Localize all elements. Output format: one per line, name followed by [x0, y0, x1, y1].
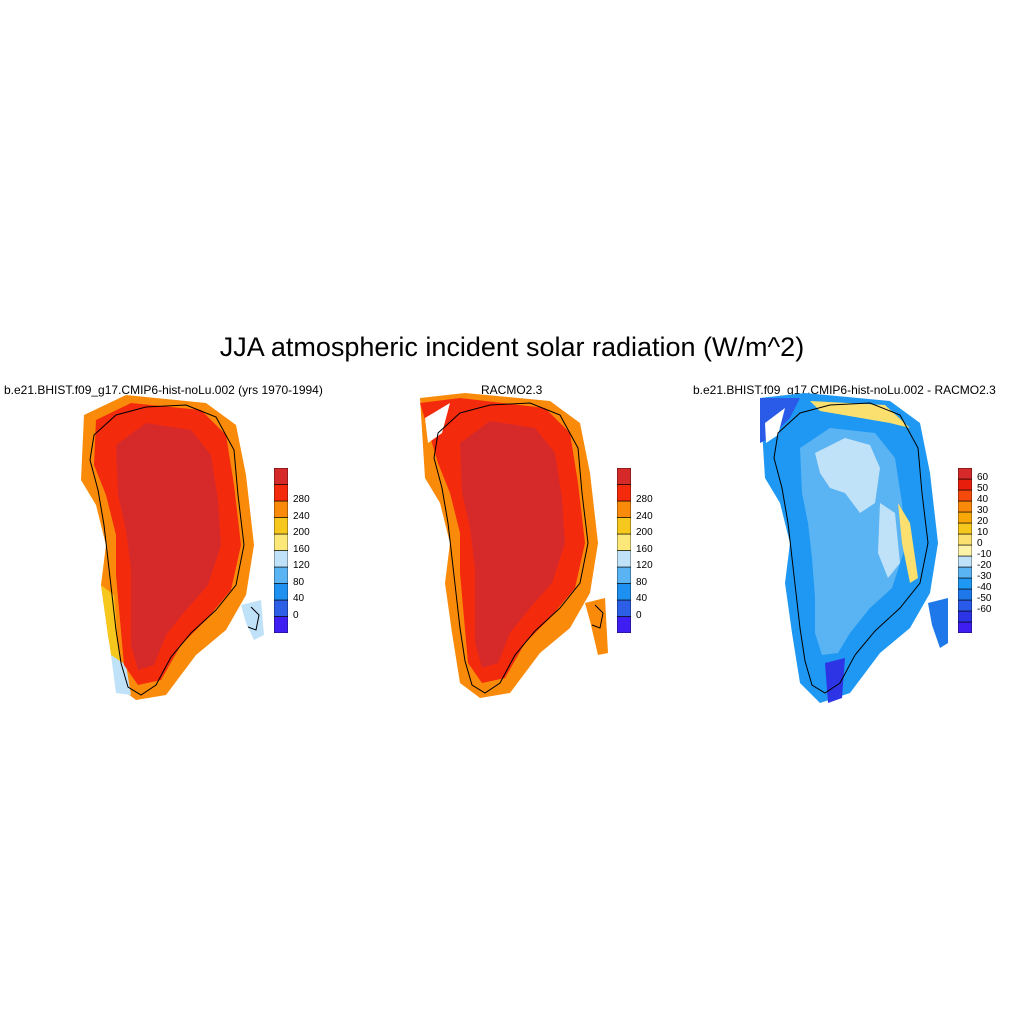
colorbar-swatch	[617, 517, 631, 535]
colorbar-swatch	[958, 566, 972, 579]
colorbar-tick-label: -20	[977, 560, 992, 571]
colorbar-tick-label: 40	[977, 494, 989, 505]
colorbar-tick-label: 50	[977, 483, 989, 494]
colorbar-swatch	[958, 555, 972, 568]
colorbar-swatch	[617, 616, 631, 633]
colorbar-swatch	[958, 577, 972, 590]
colorbar-swatch	[958, 522, 972, 535]
greenland-map-racmo	[420, 393, 608, 698]
colorbar-swatch	[958, 489, 972, 502]
colorbar-racmo	[617, 468, 631, 633]
colorbar-swatch	[958, 468, 972, 480]
colorbar-tick-label: -30	[977, 571, 992, 582]
colorbar-swatch	[958, 610, 972, 623]
colorbar-model	[274, 468, 288, 633]
colorbar-swatch	[617, 500, 631, 518]
colorbar-tick-label: 200	[293, 527, 310, 538]
colorbar-swatch	[958, 533, 972, 546]
colorbar-swatch	[274, 500, 288, 518]
colorbar-swatch	[958, 478, 972, 491]
colorbar-swatch	[617, 566, 631, 584]
colorbar-tick-label: 240	[293, 510, 310, 522]
panel-title-model: b.e21.BHIST.f09_g17.CMIP6-hist-noLu.002 …	[4, 383, 323, 397]
colorbar-tick-label: 0	[636, 609, 642, 621]
colorbar-tick-label: -50	[977, 593, 992, 604]
panel-title-racmo: RACMO2.3	[481, 383, 543, 397]
colorbar-swatch	[274, 599, 288, 617]
colorbar-tick-label: 80	[636, 576, 648, 588]
colorbar-tick-label: -60	[977, 604, 992, 615]
panel-title-difference: b.e21.BHIST.f09_g17.CMIP6-hist-noLu.002 …	[693, 383, 996, 397]
colorbar-difference	[958, 468, 972, 633]
colorbar-tick-label: -10	[977, 549, 992, 560]
colorbar-swatch	[958, 500, 972, 513]
colorbar-tick-label: 120	[293, 560, 310, 571]
colorbar-swatch	[274, 484, 288, 502]
colorbar-tick-label: 240	[636, 510, 653, 522]
colorbar-tick-label: 10	[977, 527, 989, 538]
colorbar-tick-label: -40	[977, 582, 992, 593]
colorbar-tick-label: 0	[293, 609, 299, 621]
colorbar-tick-label: 120	[636, 560, 653, 571]
colorbar-swatch	[958, 511, 972, 524]
colorbar-swatch	[617, 599, 631, 617]
colorbar-tick-label: 280	[636, 494, 653, 505]
colorbar-swatch	[617, 484, 631, 502]
colorbar-swatch	[958, 588, 972, 601]
colorbar-tick-label: 80	[293, 576, 305, 588]
colorbar-tick-label: 160	[293, 543, 310, 555]
colorbar-swatch	[274, 583, 288, 601]
colorbar-tick-label: 30	[977, 505, 989, 516]
colorbar-tick-label: 280	[293, 494, 310, 505]
colorbar-tick-label: 40	[636, 593, 648, 604]
colorbar-swatch	[958, 621, 972, 633]
colorbar-tick-label: 60	[977, 472, 989, 483]
colorbar-swatch	[617, 533, 631, 551]
colorbar-swatch	[274, 468, 288, 485]
colorbar-swatch	[617, 550, 631, 568]
colorbar-swatch	[958, 544, 972, 557]
colorbar-swatch	[274, 566, 288, 584]
colorbar-tick-label: 40	[293, 593, 305, 604]
colorbar-swatch	[274, 517, 288, 535]
colorbar-tick-label: 0	[977, 538, 983, 549]
colorbar-swatch	[274, 533, 288, 551]
colorbar-swatch	[274, 550, 288, 568]
greenland-map-model	[81, 395, 264, 700]
greenland-map-difference	[760, 393, 948, 703]
figure-title: JJA atmospheric incident solar radiation…	[219, 332, 805, 362]
colorbar-swatch	[958, 599, 972, 612]
colorbar-swatch	[274, 616, 288, 633]
colorbar-tick-label: 160	[636, 543, 653, 555]
colorbar-tick-label: 20	[977, 516, 989, 527]
colorbar-swatch	[617, 583, 631, 601]
colorbar-swatch	[617, 468, 631, 485]
colorbar-tick-label: 200	[636, 527, 653, 538]
